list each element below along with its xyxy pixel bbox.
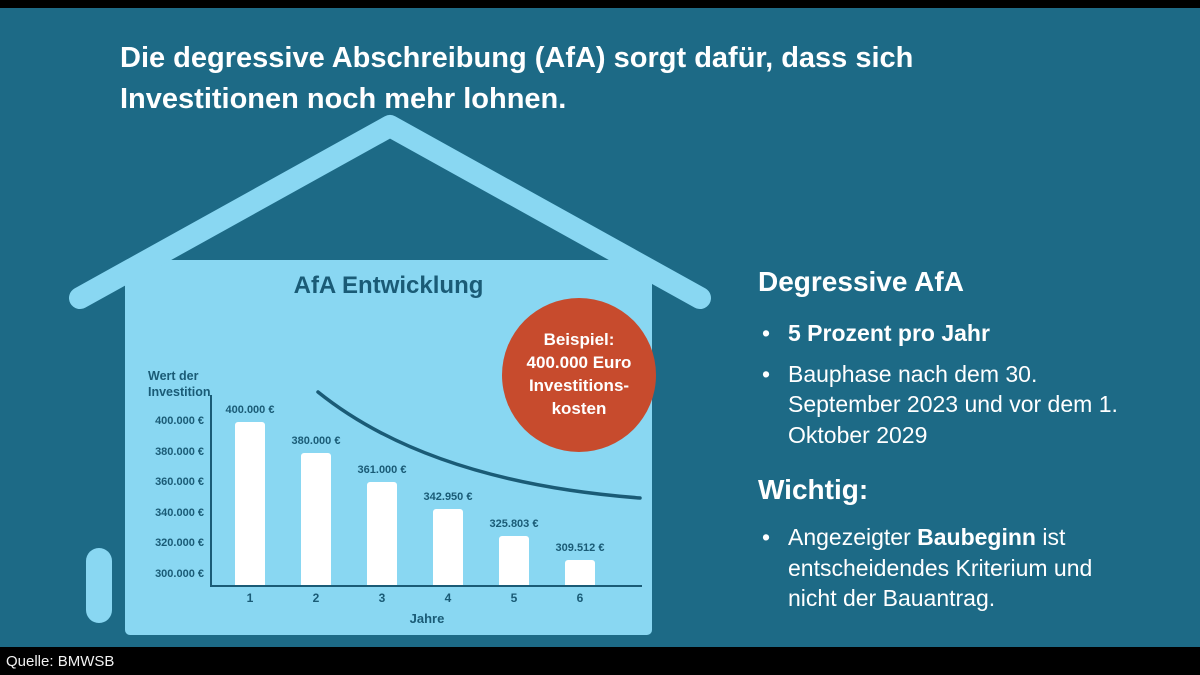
x-tick-label: 2: [312, 591, 320, 605]
bar-value-label: 400.000 €: [225, 404, 275, 416]
letterbox-top: [0, 0, 1200, 8]
x-tick-label: 6: [576, 591, 584, 605]
chart-bar: [367, 482, 397, 585]
house-chimney: [86, 548, 112, 623]
y-tick-label: 360.000 €: [155, 476, 204, 489]
y-tick-label: 400.000 €: [155, 415, 204, 427]
bullet-baubeginn-pre: Angezeigter: [788, 524, 918, 551]
y-tick-label: 320.000 €: [155, 537, 204, 550]
x-tick-label: 1: [246, 591, 254, 605]
bar-value-label: 325.803 €: [489, 518, 539, 530]
bullet-list: 5 Prozent pro Jahr Bauphase nach dem 30.…: [758, 318, 1168, 450]
headline: Die degressive Abschreibung (AfA) sorgt …: [120, 38, 1100, 119]
chart-title: AfA Entwicklung: [293, 272, 484, 299]
badge-line: kosten: [551, 398, 607, 418]
x-tick-label: 5: [510, 591, 518, 605]
y-tick-label: 380.000 €: [155, 445, 204, 458]
chart-y-axis-label: Wert der Investition: [148, 369, 211, 400]
important-bullet-list: Angezeigter Baubeginn ist entscheidendes…: [758, 522, 1168, 614]
chart-bar: [235, 422, 265, 585]
chart-plot: Jahre 400.000 € 380.000 € 360.000 € 340.000…: [155, 395, 642, 626]
chart-bar: [301, 453, 331, 585]
bullet-percent-per-year: 5 Prozent pro Jahr: [758, 318, 1128, 349]
chart-bar: [565, 560, 595, 585]
source-label: Quelle: BMWSB: [6, 652, 115, 670]
important-title: Wichtig:: [758, 474, 869, 506]
y-tick-label: 300.000 €: [155, 568, 204, 580]
chart-bar: [433, 509, 463, 585]
headline-line1: Die degressive Abschreibung (AfA) sorgt …: [120, 42, 914, 74]
badge-line: Beispiel:: [543, 330, 615, 350]
y-tick-label: 340.000 €: [155, 506, 204, 519]
x-tick-label: 4: [444, 591, 452, 605]
bullet-baubeginn: Angezeigter Baubeginn ist entscheidendes…: [758, 522, 1128, 614]
info-panel: Degressive AfA 5 Prozent pro Jahr Baupha…: [758, 266, 1168, 624]
chart-bar: [499, 536, 529, 585]
headline-line2: Investitionen noch mehr lohnen.: [120, 82, 567, 115]
bar-value-label: 361.000 €: [357, 464, 407, 476]
bar-value-label: 380.000 €: [291, 435, 341, 447]
example-badge: Beispiel: 400.000 Euro Investitions- kos…: [502, 298, 656, 452]
bar-value-label: 309.512 €: [555, 542, 605, 554]
bullet-baubeginn-post: ist entscheidendes Kriterium und nicht d…: [788, 524, 1093, 612]
bullet-bauphase: Bauphase nach dem 30. September 2023 und…: [758, 359, 1128, 451]
bullet-baubeginn-bold: Baubeginn: [917, 524, 1036, 551]
badge-line: Investitions-: [528, 376, 630, 395]
bar-value-label: 342.950 €: [423, 491, 473, 503]
panel-title: Degressive AfA: [758, 266, 964, 297]
x-tick-label: 3: [378, 591, 386, 605]
badge-line: 400.000 Euro: [526, 353, 632, 373]
letterbox-bottom: Quelle: BMWSB: [0, 647, 1200, 675]
chart-x-axis-label: Jahre: [409, 611, 445, 626]
bullet-percent-text: 5 Prozent pro Jahr: [788, 320, 990, 346]
